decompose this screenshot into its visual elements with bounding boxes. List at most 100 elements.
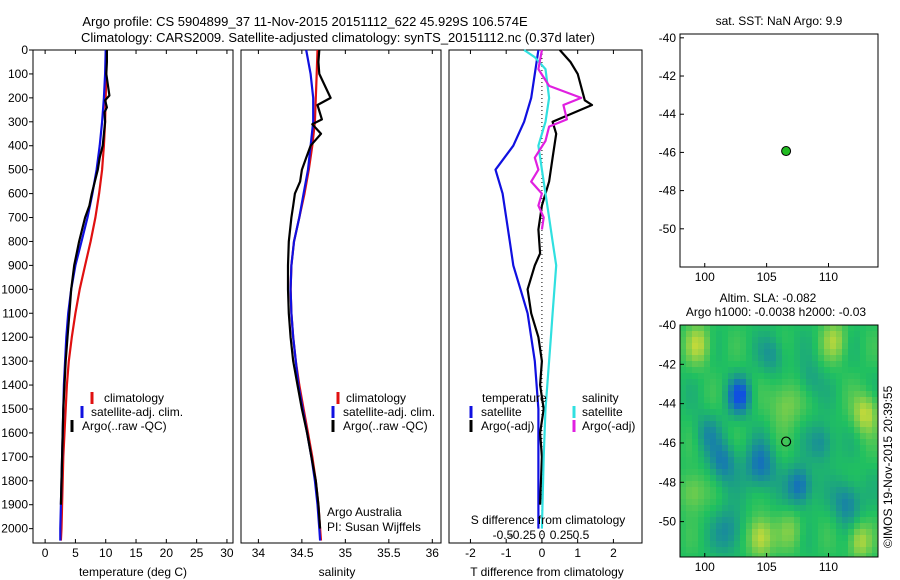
heatmap-cell: [704, 325, 711, 332]
heatmap-cell: [788, 379, 795, 386]
heatmap-cell: [734, 517, 741, 524]
heatmap-cell: [872, 361, 879, 368]
heatmap-cell: [860, 445, 867, 452]
heatmap-cell: [860, 457, 867, 464]
heatmap-cell: [806, 469, 813, 476]
heatmap-cell: [758, 529, 765, 536]
heatmap-cell: [716, 421, 723, 428]
heatmap-cell: [794, 517, 801, 524]
legend-label-satellite: satellite-adj. clim.: [91, 405, 183, 419]
heatmap-cell: [722, 505, 729, 512]
heatmap-cell: [686, 325, 693, 332]
heatmap-cell: [794, 535, 801, 542]
heatmap-cell: [848, 541, 855, 548]
heatmap-cell: [800, 385, 807, 392]
heatmap-cell: [800, 463, 807, 470]
heatmap-cell: [752, 505, 759, 512]
heatmap-cell: [782, 343, 789, 350]
heatmap-cell: [854, 469, 861, 476]
heatmap-cell: [788, 397, 795, 404]
heatmap-cell: [734, 373, 741, 380]
heatmap-cell: [806, 517, 813, 524]
heatmap-cell: [704, 523, 711, 530]
heatmap-cell: [704, 511, 711, 518]
heatmap-cell: [812, 367, 819, 374]
heatmap-cell: [782, 439, 789, 446]
heatmap-cell: [854, 331, 861, 338]
heatmap-cell: [722, 445, 729, 452]
heatmap-cell: [818, 457, 825, 464]
heatmap-cell: [866, 541, 873, 548]
heatmap-cell: [794, 385, 801, 392]
heatmap-cell: [860, 469, 867, 476]
heatmap-cell: [728, 355, 735, 362]
heatmap-cell: [764, 331, 771, 338]
temperature-plot-frame: [32, 49, 234, 544]
heatmap-cell: [698, 463, 705, 470]
heatmap-cell: [722, 493, 729, 500]
heatmap-cell: [818, 325, 825, 332]
heatmap-cell: [812, 451, 819, 458]
heatmap-cell: [710, 511, 717, 518]
heatmap-cell: [836, 427, 843, 434]
heatmap-cell: [806, 325, 813, 332]
heatmap-cell: [800, 391, 807, 398]
heatmap-cell: [854, 529, 861, 536]
heatmap-cell: [836, 553, 843, 558]
heatmap-cell: [830, 481, 837, 488]
heatmap-cell: [764, 421, 771, 428]
heatmap-cell: [848, 547, 855, 554]
heatmap-cell: [818, 463, 825, 470]
heatmap-cell: [716, 343, 723, 350]
heatmap-cell: [728, 523, 735, 530]
heatmap-cell: [854, 379, 861, 386]
heatmap-cell: [746, 511, 753, 518]
heatmap-cell: [806, 373, 813, 380]
heatmap-cell: [830, 445, 837, 452]
heatmap-cell: [692, 337, 699, 344]
heatmap-cell: [812, 385, 819, 392]
heatmap-cell: [854, 343, 861, 350]
heatmap-cell: [800, 475, 807, 482]
heatmap-cell: [728, 445, 735, 452]
heatmap-cell: [860, 331, 867, 338]
heatmap-cell: [818, 499, 825, 506]
heatmap-cell: [692, 487, 699, 494]
heatmap-cell: [686, 331, 693, 338]
map-y-tick-label: -50: [659, 222, 677, 236]
heatmap-cell: [830, 469, 837, 476]
heatmap-cell: [770, 343, 777, 350]
heatmap-cell: [794, 487, 801, 494]
heatmap-cell: [728, 349, 735, 356]
heatmap-cell: [806, 331, 813, 338]
heatmap-cell: [746, 403, 753, 410]
heatmap-cell: [854, 457, 861, 464]
heatmap-cell: [704, 451, 711, 458]
heatmap-cell: [746, 439, 753, 446]
heatmap-cell: [866, 439, 873, 446]
heatmap-cell: [752, 463, 759, 470]
heatmap-cell: [854, 391, 861, 398]
heatmap-cell: [842, 481, 849, 488]
heatmap-cell: [776, 361, 783, 368]
heatmap-cell: [866, 475, 873, 482]
heatmap-cell: [734, 547, 741, 554]
salinity-plot-frame: [240, 49, 442, 544]
heatmap-cell: [686, 451, 693, 458]
heatmap-cell: [788, 475, 795, 482]
heatmap-cell: [872, 541, 879, 548]
heatmap-cell: [794, 481, 801, 488]
heatmap-cell: [734, 529, 741, 536]
heatmap-cell: [734, 325, 741, 332]
heatmap-cell: [860, 463, 867, 470]
heatmap-cell: [842, 349, 849, 356]
heatmap-cell: [734, 355, 741, 362]
heatmap-cell: [830, 427, 837, 434]
heatmap-cell: [776, 355, 783, 362]
heatmap-cell: [848, 367, 855, 374]
legend-label-satellite: satellite-adj. clim.: [343, 405, 435, 419]
heatmap-cell: [848, 433, 855, 440]
heatmap-cell: [872, 391, 879, 398]
heatmap-cell: [734, 403, 741, 410]
heatmap-cell: [680, 487, 687, 494]
